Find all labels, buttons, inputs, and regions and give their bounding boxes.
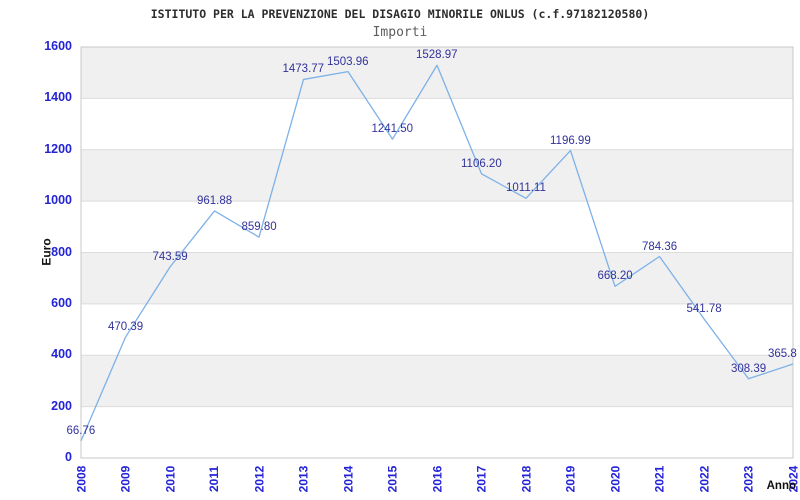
x-tick-label: 2021 bbox=[652, 465, 667, 493]
x-tick-label: 2012 bbox=[252, 465, 267, 493]
x-tick-label: 2017 bbox=[474, 465, 489, 493]
x-tick-label: 2023 bbox=[741, 465, 756, 493]
point-value-label: 743.59 bbox=[152, 250, 188, 263]
y-tick-label: 400 bbox=[51, 347, 72, 362]
point-value-label: 1106.20 bbox=[461, 157, 502, 170]
y-tick-label: 1200 bbox=[44, 141, 72, 156]
point-value-label: 308.39 bbox=[731, 362, 767, 375]
y-tick-label: 1600 bbox=[44, 39, 72, 53]
chart-title: ISTITUTO PER LA PREVENZIONE DEL DISAGIO … bbox=[150, 7, 650, 21]
x-tick-label: 2008 bbox=[74, 465, 89, 493]
point-value-label: 1503.96 bbox=[327, 55, 369, 68]
x-tick-label: 2022 bbox=[697, 465, 712, 493]
x-tick-label: 2014 bbox=[341, 465, 356, 493]
point-value-label: 961.88 bbox=[197, 194, 233, 207]
point-value-label: 784.36 bbox=[642, 240, 678, 253]
chart-subtitle: Importi bbox=[372, 25, 428, 40]
point-value-label: 1528.97 bbox=[416, 49, 458, 62]
y-tick-label: 1400 bbox=[44, 90, 72, 105]
point-value-label: 1473.77 bbox=[282, 63, 325, 76]
point-value-label: 365.8 bbox=[768, 348, 797, 361]
x-tick-label: 2018 bbox=[519, 465, 534, 493]
point-value-label: 1196.99 bbox=[550, 134, 591, 147]
x-tick-label: 2011 bbox=[207, 465, 222, 493]
x-tick-label: 2009 bbox=[118, 465, 133, 493]
point-value-label: 1241.50 bbox=[371, 123, 414, 136]
point-value-label: 668.20 bbox=[597, 270, 633, 283]
point-value-label: 1011.11 bbox=[506, 182, 546, 195]
y-tick-label: 0 bbox=[65, 450, 72, 464]
x-tick-label: 2016 bbox=[430, 465, 445, 493]
y-tick-label: 200 bbox=[51, 398, 72, 413]
y-tick-label: 800 bbox=[51, 244, 72, 259]
x-tick-label: 2019 bbox=[563, 465, 578, 493]
x-tick-label: 2015 bbox=[385, 465, 400, 493]
point-value-label: 859.80 bbox=[241, 221, 277, 234]
x-axis-title: Anno bbox=[766, 480, 796, 492]
point-value-label: 66.76 bbox=[66, 424, 96, 437]
x-tick-label: 2010 bbox=[163, 465, 178, 493]
point-value-label: 470.39 bbox=[108, 321, 144, 334]
y-axis-title: Euro bbox=[31, 232, 63, 272]
x-tick-label: 2020 bbox=[608, 465, 623, 493]
x-tick-label: 2013 bbox=[296, 465, 311, 493]
y-axis-title-text: Euro bbox=[40, 238, 54, 266]
y-tick-label: 600 bbox=[51, 295, 72, 310]
y-tick-label: 1000 bbox=[44, 193, 72, 208]
point-value-label: 541.78 bbox=[686, 302, 722, 315]
